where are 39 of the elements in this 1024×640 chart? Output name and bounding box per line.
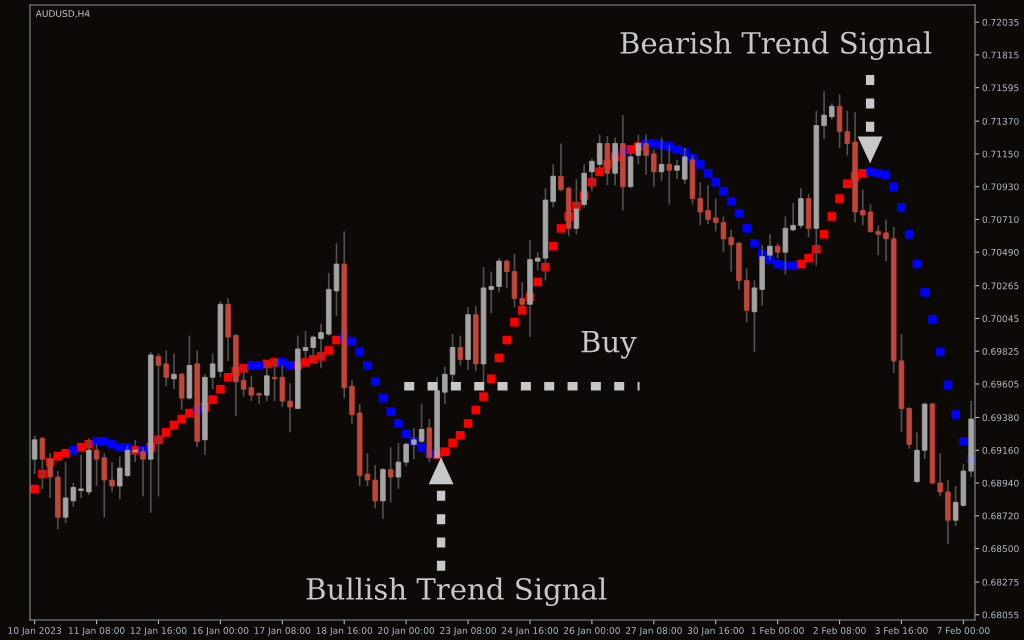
y-tick-label: 0.69825 — [982, 347, 1019, 355]
x-tick-label: 12 Jan 16:00 — [130, 627, 187, 636]
x-tick-label: 1 Feb 00:00 — [751, 626, 804, 634]
y-tick-label: 0.68940 — [982, 479, 1019, 487]
x-tick-label: 23 Jan 08:00 — [440, 627, 497, 636]
annotation: Bullish Trend Signal — [306, 577, 607, 607]
y-tick-label: 0.70265 — [982, 282, 1019, 290]
ref-line-label: Buy — [581, 330, 637, 359]
x-tick-label: 17 Jan 08:00 — [254, 627, 311, 636]
x-tick-label: 24 Jan 16:00 — [502, 627, 558, 636]
chart-title: AUDUSD,H4 — [35, 10, 90, 18]
x-tick-label: 7 Feb 00:00 — [937, 626, 990, 634]
y-tick-label: 0.71595 — [982, 84, 1019, 92]
y-tick-label: 0.71815 — [982, 51, 1019, 59]
y-tick-label: 0.68055 — [982, 611, 1019, 619]
y-tick-label: 0.69605 — [982, 380, 1019, 388]
y-tick-label: 0.68720 — [982, 512, 1019, 520]
x-tick-label: 3 Feb 16:00 — [875, 626, 928, 634]
y-tick-label: 0.72035 — [982, 18, 1019, 26]
y-tick-label: 0.69160 — [982, 446, 1019, 454]
x-tick-label: 18 Jan 16:00 — [316, 627, 373, 636]
annotation: Bearish Trend Signal — [620, 31, 932, 60]
x-tick-label: 16 Jan 00:00 — [192, 627, 249, 636]
x-tick-label: 27 Jan 08:00 — [625, 627, 682, 636]
x-tick-label: 2 Feb 08:00 — [813, 626, 866, 634]
y-tick-label: 0.69380 — [982, 414, 1019, 422]
y-tick-label: 0.70710 — [982, 216, 1019, 223]
x-tick-label: 30 Jan 16:00 — [687, 627, 744, 636]
y-tick-label: 0.70930 — [982, 183, 1019, 191]
y-tick-label: 0.68275 — [982, 578, 1019, 586]
y-tick-label: 0.71370 — [982, 117, 1019, 125]
y-tick-label: 0.70490 — [982, 248, 1019, 256]
y-tick-label: 0.71150 — [982, 150, 1019, 158]
x-tick-label: 20 Jan 00:00 — [378, 627, 435, 636]
y-tick-label: 0.68500 — [982, 545, 1019, 553]
y-tick-label: 0.70045 — [982, 315, 1019, 323]
x-tick-label: 11 Jan 08:00 — [68, 627, 125, 636]
x-tick-label: 10 Jan 2023 — [8, 627, 61, 636]
x-tick-label: 26 Jan 00:00 — [563, 627, 620, 636]
